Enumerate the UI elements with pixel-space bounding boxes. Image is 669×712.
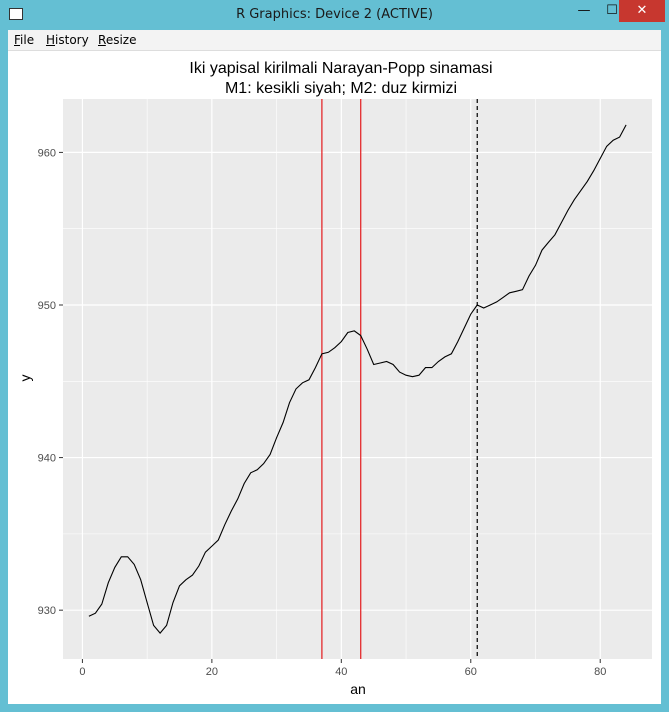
y-tick-label: 940 (38, 453, 56, 465)
app-window-icon (9, 8, 23, 20)
y-axis-ticks: 930 940 950 960 (38, 147, 63, 617)
menu-file-label: ile (20, 33, 35, 47)
x-tick-label: 60 (465, 666, 477, 678)
major-grid (63, 99, 652, 659)
menu-history[interactable]: History (46, 33, 89, 47)
x-axis-label: an (350, 681, 366, 697)
menu-file-mnemonic: F (14, 33, 21, 47)
title-bar[interactable]: R Graphics: Device 2 (ACTIVE) — ☐ ✕ (0, 0, 669, 30)
chart-title: Iki yapisal kirilmali Narayan-Popp sinam… (189, 60, 492, 77)
x-tick-label: 40 (335, 666, 347, 678)
window-title: R Graphics: Device 2 (ACTIVE) (236, 7, 433, 22)
y-tick-label: 950 (38, 300, 56, 312)
menu-bar: File History Resize (8, 30, 661, 51)
plot-canvas: Iki yapisal kirilmali Narayan-Popp sinam… (8, 51, 661, 704)
maximize-button[interactable]: ☐ (606, 3, 618, 18)
minor-grid (63, 99, 652, 659)
x-axis-ticks: 0 20 40 60 80 (79, 659, 606, 678)
chart-subtitle: M1: kesikli siyah; M2: duz kirmizi (225, 80, 457, 97)
menu-file[interactable]: File (14, 33, 34, 47)
y-tick-label: 930 (38, 605, 56, 617)
chart-svg: Iki yapisal kirilmali Narayan-Popp sinam… (17, 60, 652, 697)
y-tick-label: 960 (38, 147, 56, 159)
x-tick-label: 80 (594, 666, 606, 678)
menu-resize-mnemonic: R (98, 33, 106, 47)
close-button[interactable]: ✕ (619, 0, 665, 22)
menu-history-label: istory (55, 33, 89, 47)
x-tick-label: 0 (79, 666, 85, 678)
series-line (88, 124, 627, 634)
menu-history-mnemonic: H (46, 33, 56, 47)
x-tick-label: 20 (206, 666, 218, 678)
menu-resize[interactable]: Resize (98, 33, 136, 47)
plot-panel (63, 99, 652, 659)
minimize-button[interactable]: — (577, 3, 591, 18)
break-lines (321, 99, 478, 659)
menu-resize-label: esize (105, 33, 137, 47)
y-axis-label: y (17, 375, 33, 382)
